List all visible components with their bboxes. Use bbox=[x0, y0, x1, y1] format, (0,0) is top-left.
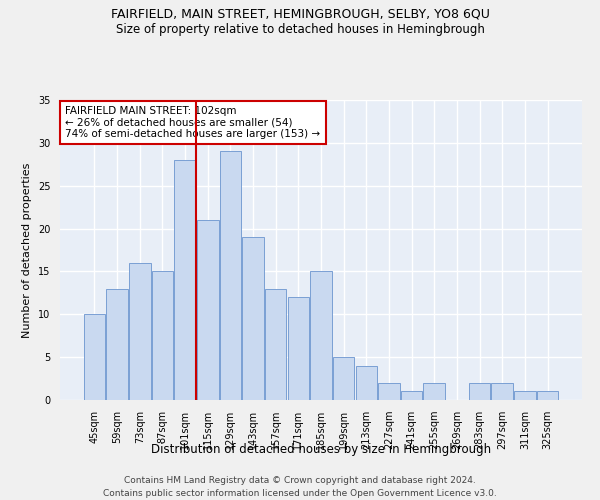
Bar bbox=[242, 237, 264, 400]
Bar bbox=[537, 392, 558, 400]
Bar bbox=[175, 160, 196, 400]
Bar bbox=[378, 383, 400, 400]
Bar bbox=[469, 383, 490, 400]
Bar bbox=[514, 392, 536, 400]
Y-axis label: Number of detached properties: Number of detached properties bbox=[22, 162, 32, 338]
Bar bbox=[424, 383, 445, 400]
Bar bbox=[356, 366, 377, 400]
Bar bbox=[84, 314, 105, 400]
Bar bbox=[197, 220, 218, 400]
Bar bbox=[129, 263, 151, 400]
Bar bbox=[401, 392, 422, 400]
Bar bbox=[220, 152, 241, 400]
Bar bbox=[265, 288, 286, 400]
Bar bbox=[106, 288, 128, 400]
Text: Contains HM Land Registry data © Crown copyright and database right 2024.
Contai: Contains HM Land Registry data © Crown c… bbox=[103, 476, 497, 498]
Bar bbox=[152, 272, 173, 400]
Text: FAIRFIELD MAIN STREET: 102sqm
← 26% of detached houses are smaller (54)
74% of s: FAIRFIELD MAIN STREET: 102sqm ← 26% of d… bbox=[65, 106, 320, 139]
Text: Distribution of detached houses by size in Hemingbrough: Distribution of detached houses by size … bbox=[151, 442, 491, 456]
Bar bbox=[310, 272, 332, 400]
Bar bbox=[333, 357, 355, 400]
Text: FAIRFIELD, MAIN STREET, HEMINGBROUGH, SELBY, YO8 6QU: FAIRFIELD, MAIN STREET, HEMINGBROUGH, SE… bbox=[110, 8, 490, 20]
Text: Size of property relative to detached houses in Hemingbrough: Size of property relative to detached ho… bbox=[116, 22, 484, 36]
Bar bbox=[491, 383, 513, 400]
Bar bbox=[287, 297, 309, 400]
